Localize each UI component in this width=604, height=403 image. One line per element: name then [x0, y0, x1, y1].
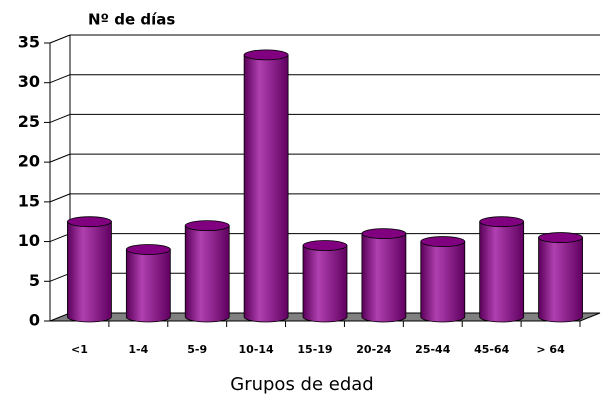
bar-top — [538, 232, 583, 243]
x-tick-label: > 64 — [536, 343, 565, 356]
x-tick-label: 45-64 — [474, 343, 510, 356]
y-tick-label: 5 — [29, 271, 40, 290]
bar-top — [243, 49, 289, 61]
grid-line — [49, 34, 71, 44]
y-tick-label: 35 — [18, 33, 40, 52]
y-tick-label: 20 — [18, 152, 40, 171]
x-tick-label: 15-19 — [297, 343, 332, 356]
bar-top — [184, 220, 230, 232]
bar — [125, 249, 171, 323]
grid-line — [49, 153, 71, 163]
grid-line — [49, 272, 71, 282]
bar — [420, 241, 466, 323]
y-tick-label: 15 — [18, 191, 40, 210]
bar — [361, 233, 407, 323]
y-tick-label: 25 — [18, 112, 40, 131]
x-tick-label: 20-24 — [356, 343, 392, 356]
bar-top — [125, 244, 171, 255]
x-tick-label: 25-44 — [415, 343, 451, 356]
bar-top — [420, 236, 466, 247]
bar — [538, 237, 583, 323]
y-tick-label: 30 — [18, 72, 40, 91]
x-tick-label: <1 — [71, 343, 88, 356]
grid-line — [49, 74, 71, 84]
bar — [243, 54, 289, 323]
chart-title: Nº de días — [88, 11, 175, 29]
bar-top — [479, 216, 525, 228]
bar — [302, 245, 348, 323]
bar-top — [302, 240, 348, 251]
bar-top — [361, 228, 407, 240]
grid-line — [49, 233, 71, 243]
y-tick-label: 0 — [29, 311, 40, 330]
grid-line — [49, 193, 71, 203]
bar — [184, 225, 230, 323]
x-tick-label: 10-14 — [239, 343, 275, 356]
x-tick-label: 1-4 — [128, 343, 148, 356]
x-axis-title: Grupos de edad — [230, 374, 373, 395]
x-tick-label: 5-9 — [187, 343, 207, 356]
bar-top — [67, 216, 112, 228]
bar — [479, 221, 525, 323]
y-tick-label: 10 — [18, 231, 40, 250]
bar — [67, 221, 112, 323]
grid-line — [49, 113, 71, 123]
